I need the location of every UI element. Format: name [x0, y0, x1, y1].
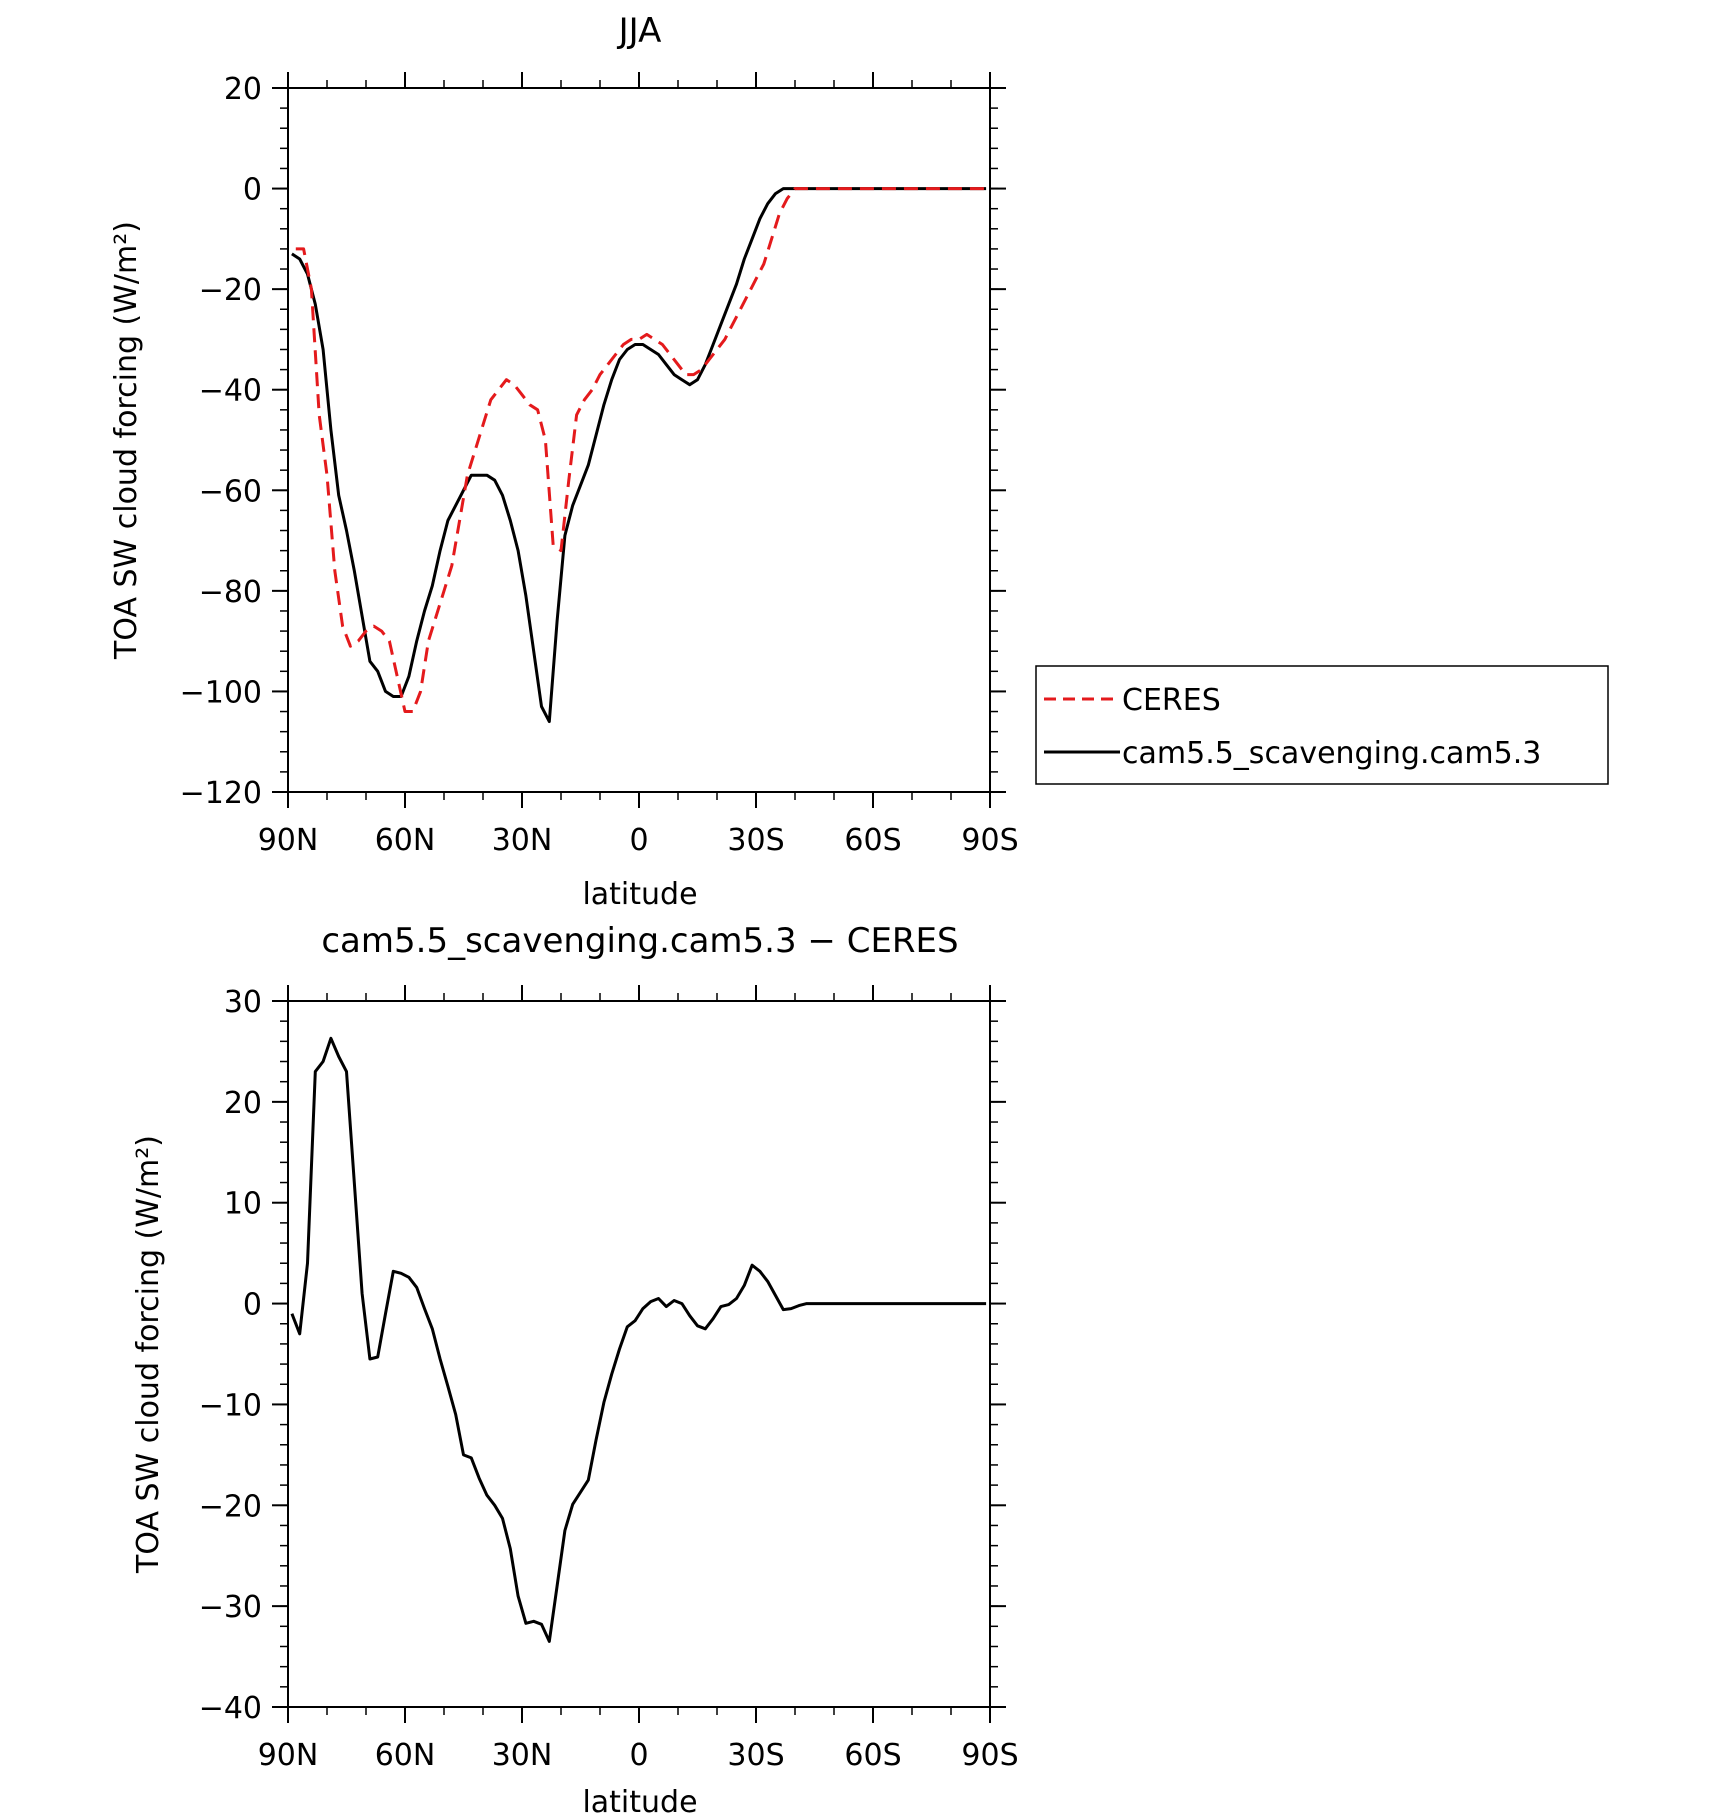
y-tick-label: 20: [224, 72, 262, 107]
x-tick-label: 60N: [375, 823, 436, 858]
y-tick-label: 20: [224, 1086, 262, 1121]
y-tick-label: −100: [180, 675, 262, 710]
legend-box: [1035, 665, 1609, 785]
bottom-series-group: [290, 1036, 987, 1643]
bottom-panel: cam5.5_scavenging.cam5.3 − CERES 30 20 10 0…: [131, 921, 1019, 1816]
bottom-y-axis-label: TOA SW cloud forcing (W/m²): [131, 1135, 166, 1574]
y-tick-label: −30: [199, 1590, 262, 1625]
y-tick-label: −120: [180, 776, 262, 811]
x-tick-label: 60S: [844, 823, 901, 858]
y-tick-label: 10: [224, 1187, 262, 1222]
x-tick-label: 60S: [844, 1738, 901, 1773]
legend: CERES cam5.5_scavenging.cam5.3: [1035, 665, 1609, 785]
x-tick-label: 30N: [492, 1738, 553, 1773]
x-tick-label: 30N: [492, 823, 553, 858]
legend-label-cam: cam5.5_scavenging.cam5.3: [1122, 736, 1541, 771]
x-tick-label: 0: [629, 1738, 648, 1773]
top-panel-title: JJA: [617, 11, 662, 51]
top-y-axis-label: TOA SW cloud forcing (W/m²): [109, 221, 144, 660]
bottom-x-axis-label: latitude: [582, 1785, 697, 1816]
top-series-line-ceres: [295, 187, 990, 713]
y-tick-label: −10: [199, 1388, 262, 1423]
top-plot-frame: [287, 87, 991, 793]
y-tick-label: −20: [199, 273, 262, 308]
y-tick-label: −20: [199, 1489, 262, 1524]
legend-label-ceres: CERES: [1122, 683, 1221, 718]
y-tick-label: −80: [199, 575, 262, 610]
bottom-axis-ticks: [272, 985, 1006, 1723]
bottom-x-tick-labels: 90N 60N 30N 0 30S 60S 90S: [258, 1738, 1019, 1773]
y-tick-label: −40: [199, 374, 262, 409]
y-tick-label: −60: [199, 474, 262, 509]
x-tick-label: 90N: [258, 823, 319, 858]
y-tick-label: 0: [243, 1288, 262, 1323]
y-tick-label: 0: [243, 173, 262, 208]
x-tick-label: 0: [629, 823, 648, 858]
top-series-line-cam5-5-scavenging-cam5-3: [291, 187, 987, 724]
x-tick-label: 90S: [961, 1738, 1018, 1773]
bottom-series-line-difference: [290, 1036, 987, 1643]
top-x-tick-labels: 90N 60N 30N 0 30S 60S 90S: [258, 823, 1019, 858]
top-panel: JJA 20 0 −20 −40 −60 −80 −100 −120 90N 60N 30N 0 30…: [109, 11, 1609, 912]
bottom-plot-frame: [287, 1000, 991, 1708]
y-tick-label: −40: [199, 1691, 262, 1726]
x-tick-label: 60N: [375, 1738, 436, 1773]
bottom-panel-title: cam5.5_scavenging.cam5.3 − CERES: [321, 921, 958, 961]
x-tick-label: 30S: [727, 1738, 784, 1773]
x-tick-label: 30S: [727, 823, 784, 858]
top-axis-ticks: [272, 72, 1006, 808]
x-tick-label: 90S: [961, 823, 1018, 858]
x-tick-label: 90N: [258, 1738, 319, 1773]
top-y-tick-labels: 20 0 −20 −40 −60 −80 −100 −120: [180, 72, 262, 811]
bottom-y-tick-labels: 30 20 10 0 −10 −20 −30 −40: [199, 985, 262, 1726]
top-series-group: [291, 187, 990, 724]
top-x-axis-label: latitude: [582, 877, 697, 912]
y-tick-label: 30: [224, 985, 262, 1020]
